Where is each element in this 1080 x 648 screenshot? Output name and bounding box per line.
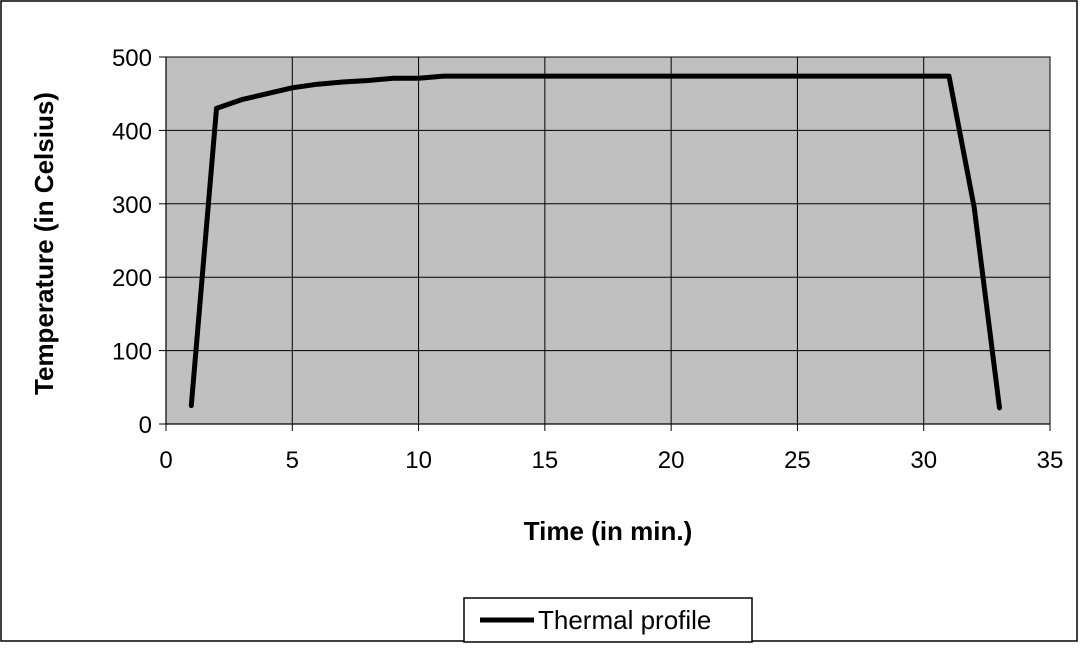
y-tick-label: 100 xyxy=(112,339,152,366)
x-tick-label: 0 xyxy=(159,447,172,474)
x-axis-title: Time (in min.) xyxy=(524,516,693,546)
x-tick-label: 25 xyxy=(784,447,811,474)
x-tick-labels: 0 5 10 15 20 25 30 35 xyxy=(159,447,1063,474)
y-tick-label: 400 xyxy=(112,118,152,145)
series-line-0 xyxy=(188,73,1002,411)
x-tick-label: 30 xyxy=(910,447,937,474)
x-tick-label: 35 xyxy=(1037,447,1064,474)
axes xyxy=(159,56,1051,431)
x-tick-label: 10 xyxy=(405,447,432,474)
legend-label: Thermal profile xyxy=(538,605,711,635)
plot-area xyxy=(165,56,1051,425)
x-tick-label: 15 xyxy=(532,447,559,474)
x-tick-label: 20 xyxy=(658,447,685,474)
y-tick-label: 0 xyxy=(139,412,152,439)
x-tick-label: 5 xyxy=(286,447,299,474)
y-tick-label: 300 xyxy=(112,192,152,219)
y-tick-label: 500 xyxy=(112,45,152,72)
legend: Thermal profile xyxy=(463,597,753,643)
series-layer xyxy=(188,73,1002,411)
y-tick-labels: 0 100 200 300 400 500 xyxy=(112,45,152,439)
gridlines xyxy=(166,56,1051,424)
y-axis-title: Temperature (in Celsius) xyxy=(29,92,59,395)
y-tick-label: 200 xyxy=(112,265,152,292)
